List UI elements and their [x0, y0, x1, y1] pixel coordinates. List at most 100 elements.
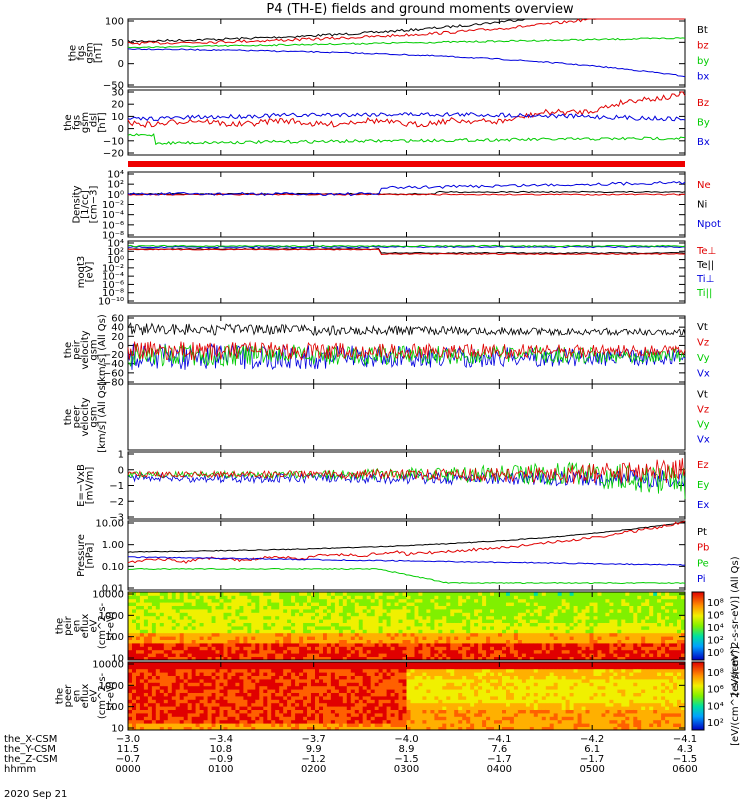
heatmap-cell: [506, 609, 511, 613]
heatmap-cell: [291, 679, 296, 683]
heatmap-cell: [203, 662, 208, 666]
heatmap-cell: [191, 713, 197, 717]
heatmap-cell: [434, 726, 439, 731]
heatmap-cell: [299, 595, 304, 600]
heatmap-cell: [621, 619, 626, 623]
heatmap-cell: [267, 612, 272, 617]
heatmap-cell: [139, 622, 145, 627]
heatmap-cell: [346, 726, 352, 731]
heatmap-cell: [243, 726, 248, 731]
heatmap-cell: [251, 619, 256, 623]
heatmap-cell: [382, 699, 387, 704]
heatmap-cell: [442, 656, 447, 661]
heatmap-cell: [326, 622, 332, 627]
heatmap-cell: [175, 709, 181, 714]
heatmap-cell: [235, 629, 240, 634]
heatmap-cell: [191, 682, 197, 687]
heatmap-cell: [649, 612, 654, 617]
heatmap-cell: [307, 719, 312, 724]
heatmap-cell: [275, 719, 280, 724]
heatmap-cell: [299, 665, 304, 670]
heatmap-cell: [442, 626, 447, 630]
heatmap-cell: [279, 632, 284, 637]
heatmap-cell: [386, 668, 391, 673]
heatmap-cell: [601, 615, 606, 620]
heatmap-cell: [271, 629, 276, 634]
heatmap-cell: [541, 626, 547, 630]
heatmap-cell: [175, 713, 181, 717]
heatmap-cell: [609, 649, 614, 654]
heatmap-cell: [366, 719, 372, 724]
heatmap-cell: [557, 629, 563, 634]
heatmap-cell: [251, 592, 256, 596]
heatmap-cell: [362, 719, 368, 724]
heatmap-cell: [128, 685, 133, 690]
heatmap-cell: [482, 605, 487, 610]
heatmap-cell: [315, 709, 320, 714]
heatmap-cell: [243, 595, 248, 600]
heatmap-cell: [199, 702, 204, 707]
heatmap-cell: [446, 699, 451, 704]
heatmap-cell: [569, 602, 574, 606]
heatmap-cell: [239, 662, 244, 666]
heatmap-cell: [151, 685, 157, 690]
heatmap-cell: [362, 612, 368, 617]
heatmap-cell: [565, 602, 570, 606]
heatmap-cell: [358, 696, 364, 700]
heatmap-cell: [136, 592, 141, 596]
heatmap-cell: [386, 665, 391, 670]
heatmap-cell: [243, 696, 248, 700]
heatmap-cell: [291, 696, 296, 700]
heatmap-cell: [478, 626, 483, 630]
heatmap-cell: [315, 706, 320, 710]
legend-green: Vy: [697, 420, 710, 431]
heatmap-cell: [394, 592, 399, 596]
heatmap-cell: [498, 643, 503, 647]
heatmap-cell: [358, 702, 364, 707]
heatmap-cell: [243, 709, 248, 714]
heatmap-cell: [450, 605, 455, 610]
heatmap-cell: [179, 726, 185, 731]
heatmap-cell: [426, 668, 431, 673]
heatmap-cell: [267, 636, 272, 640]
heatmap-cell: [342, 615, 348, 620]
heatmap-cell: [517, 609, 523, 613]
heatmap-cell: [179, 595, 185, 600]
heatmap-cell: [509, 592, 515, 596]
heatmap-cell: [291, 662, 296, 666]
heatmap-cell: [211, 595, 216, 600]
heatmap-cell: [466, 615, 471, 620]
heatmap-cell: [557, 622, 563, 627]
heatmap-cell: [136, 679, 141, 683]
heatmap-cell: [203, 716, 208, 721]
heatmap-cell: [613, 622, 618, 627]
heatmap-cell: [482, 682, 487, 687]
heatmap-cell: [243, 723, 248, 727]
heatmap-cell: [553, 629, 559, 634]
heatmap-cell: [319, 619, 324, 623]
heatmap-cell: [291, 682, 296, 687]
heatmap-cell: [394, 679, 399, 683]
panel-frame: [127, 171, 686, 238]
heatmap-cell: [370, 639, 376, 644]
heatmap-cell: [223, 679, 228, 683]
heatmap-cell: [350, 622, 356, 627]
heatmap-cell: [374, 682, 380, 687]
heatmap-cell: [466, 709, 471, 714]
heatmap-cell: [207, 656, 212, 661]
heatmap-cell: [151, 668, 157, 673]
chart-title: P4 (TH-E) fields and ground moments over…: [266, 2, 574, 17]
heatmap-cell: [533, 626, 539, 630]
heatmap-cell: [446, 692, 451, 697]
heatmap-cell: [275, 636, 280, 640]
heatmap-cell: [136, 699, 141, 704]
heatmap-cell: [482, 656, 487, 661]
heatmap-cell: [223, 719, 228, 724]
heatmap-cell: [406, 723, 411, 727]
legend-blue: Vx: [697, 368, 710, 379]
heatmap-cell: [374, 716, 380, 721]
heatmap-cell: [390, 716, 395, 721]
heatmap-cell: [430, 719, 435, 724]
heatmap-cell: [215, 595, 220, 600]
heatmap-cell: [211, 668, 216, 673]
